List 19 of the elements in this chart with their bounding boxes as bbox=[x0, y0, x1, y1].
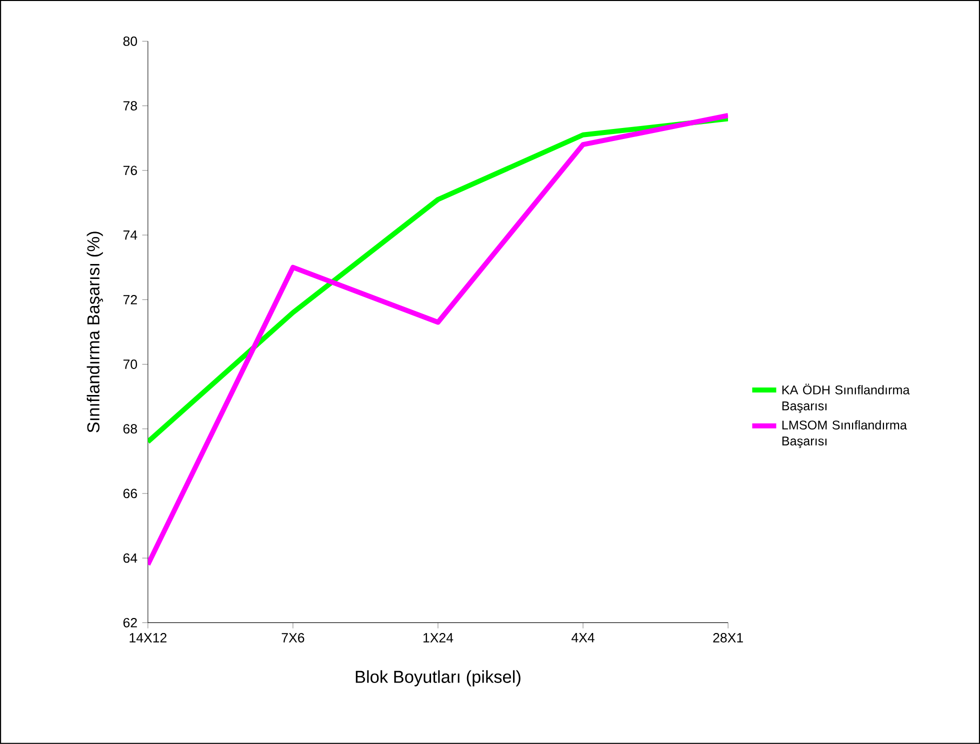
y-tick-label: 62 bbox=[123, 618, 137, 628]
y-tick-label: 68 bbox=[123, 424, 137, 434]
y-tick-label: 64 bbox=[123, 553, 138, 563]
y-tick-label: 80 bbox=[123, 36, 138, 46]
x-tick-label: 7X6 bbox=[282, 633, 304, 642]
x-tick-label: 14X12 bbox=[130, 633, 166, 642]
x-tick-label: 4X4 bbox=[572, 633, 594, 642]
legend-label: KA ÖDH Sınıflandırma Başarısı bbox=[782, 384, 910, 413]
y-tick-label: 70 bbox=[123, 360, 138, 369]
y-tick-label: 72 bbox=[123, 295, 137, 304]
y-axis-title: Sınıflandırma Başarısı (%) bbox=[86, 232, 103, 432]
x-tick-label: 1X24 bbox=[423, 633, 454, 642]
y-tick-label: 78 bbox=[123, 101, 137, 111]
x-axis-title: Blok Boyutları (piksel) bbox=[356, 670, 520, 686]
y-tick-label: 76 bbox=[123, 166, 137, 176]
x-tick-label: 28X1 bbox=[713, 633, 743, 642]
y-tick-label: 74 bbox=[123, 230, 138, 240]
legend-label: LMSOM Sınıflandırma Başarısı bbox=[782, 420, 907, 448]
y-tick-label: 66 bbox=[123, 488, 137, 498]
